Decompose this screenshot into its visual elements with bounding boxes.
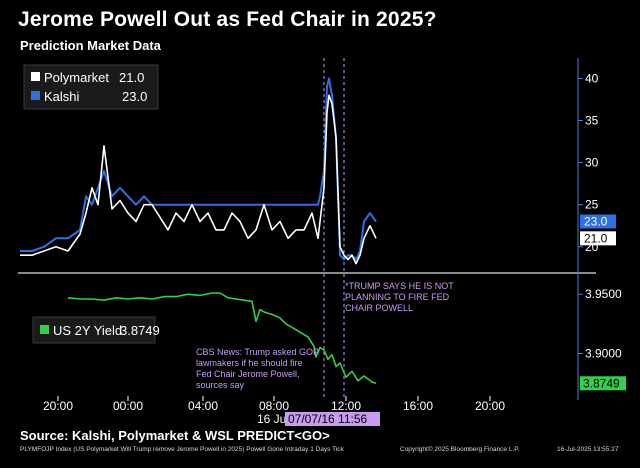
chart-title: Jerome Powell Out as Fed Chair in 2025? xyxy=(18,8,437,31)
copyright-note: Copyright© 2025 Bloomberg Finance L.P. xyxy=(400,446,520,453)
x-tick-label: 16:00 xyxy=(403,399,433,413)
x-tick-label: 20:00 xyxy=(475,399,505,413)
timestamp-note: 16-Jul-2025 13:55:27 xyxy=(557,446,619,453)
index-description: PLYMFOJP Index (US Polymarket Will Trump… xyxy=(20,446,344,453)
y-tick-label: 25 xyxy=(585,198,599,212)
polymarket-last-value-box xyxy=(580,231,616,246)
y-tick-label: 3.9500 xyxy=(585,287,622,301)
x-tick-label: 20:00 xyxy=(43,399,73,413)
y-tick-label: 40 xyxy=(585,71,599,85)
annotation-line: *TRUMP SAYS HE IS NOT xyxy=(345,281,454,291)
kalshi-legend-name: Kalshi xyxy=(44,89,80,104)
y-tick-label: 30 xyxy=(585,156,599,170)
source-note: Source: Kalshi, Polymarket & WSL PREDICT… xyxy=(20,428,330,443)
yield-legend-swatch xyxy=(40,325,49,334)
x-tick-label: 08:00 xyxy=(259,399,289,413)
annotation-line: Fed Chair Jerome Powell, xyxy=(196,369,300,379)
kalshi-legend-swatch xyxy=(31,91,40,100)
y-tick-label: 3.9000 xyxy=(585,347,622,361)
annotation-line: lawmakers if he should fire xyxy=(196,358,303,368)
x-tick-label: 00:00 xyxy=(113,399,143,413)
kalshi-last-value: 23.0 xyxy=(584,215,608,229)
yield-legend-name: US 2Y Yield xyxy=(53,323,122,338)
yield-legend-value: 3.8749 xyxy=(120,323,160,338)
x-tick-label: 04:00 xyxy=(188,399,218,413)
us-2y-yield-line xyxy=(67,292,377,385)
annotation-line: PLANNING TO FIRE FED xyxy=(345,292,450,302)
date-marker-box xyxy=(285,412,380,426)
kalshi-legend-value: 23.0 xyxy=(122,89,147,104)
top-legend-box xyxy=(23,64,159,110)
annotation-line: sources say xyxy=(196,380,245,390)
polymarket-line xyxy=(20,94,377,265)
x-date-label: 16 Ju xyxy=(257,412,286,426)
x-tick-label: 12:00 xyxy=(331,399,361,413)
annotation-line: CBS News: Trump asked GOP xyxy=(196,347,319,357)
polymarket-legend-value: 21.0 xyxy=(119,70,144,85)
polymarket-last-value: 21.0 xyxy=(584,231,608,245)
polymarket-legend-swatch xyxy=(31,72,40,81)
annotation-trump-statement: *TRUMP SAYS HE IS NOT PLANNING TO FIRE FE… xyxy=(345,281,454,313)
yield-last-value: 3.8749 xyxy=(583,376,620,390)
kalshi-last-value-box xyxy=(580,214,616,229)
annotation-line: CHAIR POWELL xyxy=(345,303,413,313)
bottom-legend-box xyxy=(32,316,156,344)
y-tick-label: 35 xyxy=(585,114,599,128)
chart-subtitle: Prediction Market Data xyxy=(20,38,161,53)
yield-last-value-box xyxy=(580,376,626,391)
polymarket-legend-name: Polymarket xyxy=(44,70,109,85)
date-marker-label: 07/07/16 11:56 xyxy=(288,412,368,426)
annotation-cbs-news: CBS News: Trump asked GOP lawmakers if he… xyxy=(196,347,319,390)
